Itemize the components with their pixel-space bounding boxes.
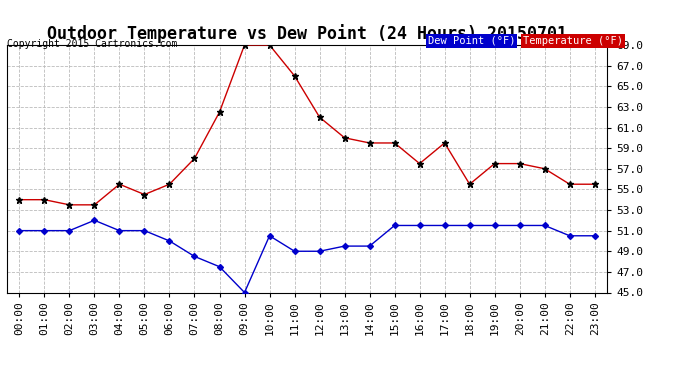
Text: Dew Point (°F): Dew Point (°F)	[428, 36, 515, 46]
Text: Copyright 2015 Cartronics.com: Copyright 2015 Cartronics.com	[7, 39, 177, 50]
Title: Outdoor Temperature vs Dew Point (24 Hours) 20150701: Outdoor Temperature vs Dew Point (24 Hou…	[47, 24, 567, 44]
Text: Temperature (°F): Temperature (°F)	[523, 36, 623, 46]
